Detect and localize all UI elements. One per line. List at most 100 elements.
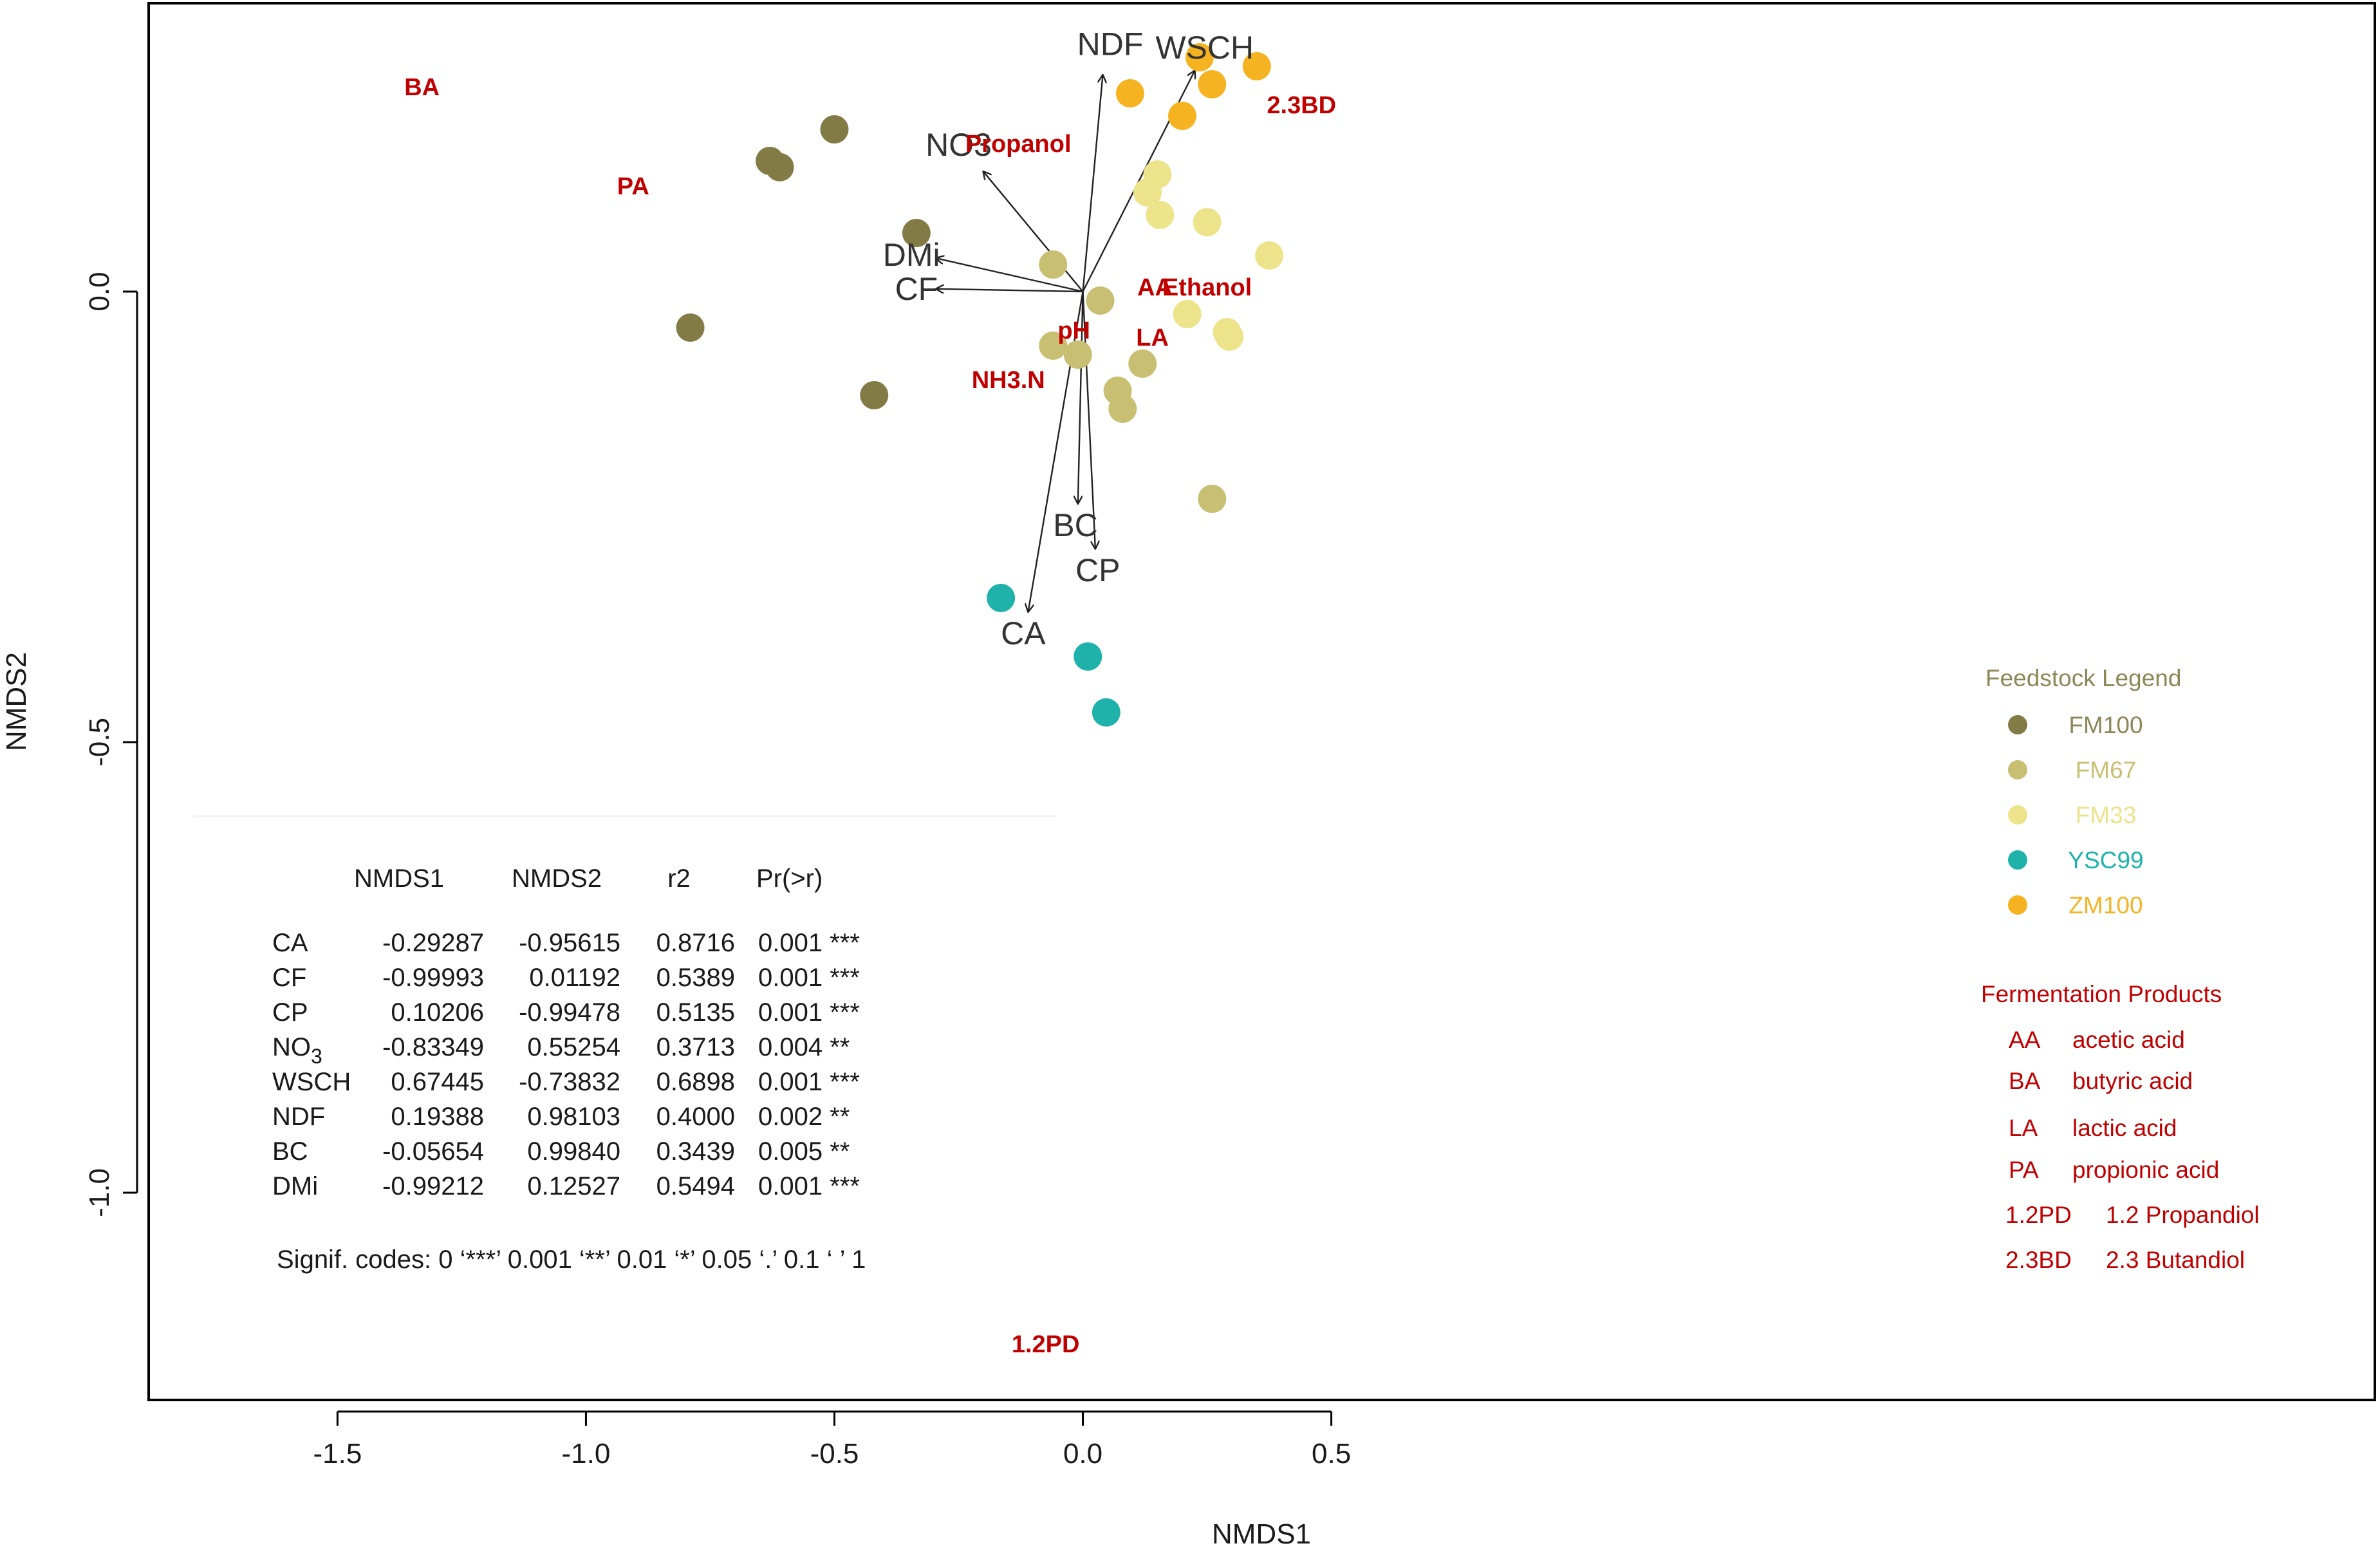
- legend-swatch-fm33: [2008, 805, 2027, 825]
- table-cell-nmds2: 0.01192: [529, 964, 620, 992]
- table-cell-r2: 0.5135: [656, 998, 735, 1027]
- legend-label-fm67: FM67: [2076, 757, 2137, 783]
- product-label-1-2pd: 1.2PD: [1012, 1331, 1080, 1358]
- point-fm33: [1193, 208, 1222, 237]
- fermentation-legend-title: Fermentation Products: [1981, 981, 2222, 1007]
- legend-swatch-fm67: [2008, 760, 2027, 779]
- point-fm100: [765, 153, 794, 182]
- table-cell-p: 0.004 **: [758, 1033, 850, 1061]
- x-tick-label: 0.0: [1063, 1438, 1102, 1469]
- vector-label-wsch: WSCH: [1155, 30, 1254, 66]
- point-fm33: [1215, 322, 1244, 351]
- point-fm100: [902, 219, 931, 247]
- point-fm100: [820, 115, 849, 144]
- table-cell-nmds1: -0.99212: [382, 1172, 484, 1200]
- point-ysc99: [1092, 698, 1120, 727]
- table-cell-r2: 0.4000: [656, 1103, 735, 1131]
- vector-label-ca: CA: [1001, 615, 1046, 651]
- point-fm67: [1086, 286, 1115, 315]
- table-cell-p: 0.001 ***: [758, 1172, 860, 1200]
- legend-label-fm100: FM100: [2069, 712, 2143, 738]
- fermentation-name: butyric acid: [2072, 1068, 2193, 1094]
- vector-arrow-bc: [1078, 291, 1084, 503]
- table-row-label: DMi: [272, 1172, 318, 1200]
- stats-table: NMDS1 NMDS2 r2 Pr(>r) CA -0.29287 -0.95615 0.87…: [272, 864, 866, 1274]
- vector-label-dmi: DMi: [883, 237, 940, 273]
- table-row-label: NDF: [272, 1103, 325, 1131]
- table-cell-p: 0.001 ***: [758, 964, 860, 992]
- product-label-nh3-n: NH3.N: [972, 367, 1045, 394]
- fermentation-abbr: AA: [2009, 1027, 2041, 1053]
- vector-arrow-cf: [936, 289, 1083, 292]
- x-axis: -1.5 -1.0 -0.5 0.0 0.5: [313, 1410, 1351, 1469]
- table-cell-nmds2: 0.12527: [527, 1172, 620, 1200]
- table-row-label: CF: [272, 964, 306, 992]
- table-cell-nmds2: 0.98103: [527, 1103, 620, 1131]
- fermentation-abbr: 1.2PD: [2005, 1202, 2072, 1228]
- table-cell-nmds1: 0.10206: [391, 998, 484, 1027]
- y-tick-label: 0.0: [84, 272, 115, 311]
- product-label-propanol: Propanol: [965, 131, 1072, 158]
- table-cell-nmds2: -0.99478: [519, 998, 620, 1027]
- legend-label-zm100: ZM100: [2069, 892, 2143, 919]
- x-axis-label: NMDS1: [1212, 1518, 1311, 1548]
- table-header: NMDS2: [512, 864, 602, 893]
- point-fm100: [860, 381, 889, 409]
- point-ysc99: [1074, 642, 1102, 671]
- product-label-ph: pH: [1057, 317, 1090, 344]
- point-zm100: [1115, 79, 1144, 107]
- table-row-label: BC: [272, 1137, 308, 1166]
- point-fm67: [1108, 395, 1137, 423]
- legend-label-ysc99: YSC99: [2068, 847, 2143, 873]
- table-cell-nmds1: -0.05654: [382, 1137, 484, 1166]
- table-cell-p: 0.001 ***: [758, 998, 860, 1027]
- product-label-ba: BA: [404, 74, 440, 101]
- point-fm67: [1063, 340, 1092, 369]
- fermentation-name: propionic acid: [2072, 1157, 2219, 1183]
- vector-label-no3: NO3: [925, 127, 992, 163]
- table-cell-r2: 0.6898: [656, 1068, 735, 1096]
- vector-label-bc: BC: [1053, 507, 1097, 543]
- table-cell-nmds1: -0.99993: [382, 964, 484, 992]
- product-label-2-3bd: 2.3BD: [1267, 92, 1336, 119]
- product-label-ethanol: Ethanol: [1162, 274, 1252, 301]
- table-row-label: WSCH: [272, 1068, 351, 1096]
- x-tick-label: -1.0: [562, 1438, 611, 1469]
- legend-swatch-zm100: [2008, 895, 2027, 915]
- fermentation-name: acetic acid: [2072, 1027, 2185, 1053]
- fermentation-abbr: 2.3BD: [2005, 1247, 2072, 1273]
- fermentation-abbr: PA: [2009, 1157, 2039, 1183]
- point-zm100: [1185, 43, 1214, 71]
- vector-arrow-ndf: [1082, 75, 1103, 292]
- fermentation-abbr: BA: [2009, 1068, 2041, 1094]
- point-fm67: [1128, 350, 1157, 378]
- vector-arrow-no3: [983, 172, 1084, 292]
- y-axis: 0.0 -0.5 -1.0: [84, 272, 138, 1217]
- vector-label-cp: CP: [1075, 552, 1120, 588]
- y-tick-label: -1.0: [84, 1168, 115, 1217]
- product-label-pa: PA: [617, 173, 649, 200]
- product-label-aa: AA: [1137, 274, 1173, 301]
- fermentation-legend: Fermentation Products AA acetic acid BA buty…: [1981, 981, 2260, 1273]
- y-tick-label: -0.5: [84, 718, 115, 767]
- y-axis-label: NMDS2: [1, 652, 32, 751]
- legend-swatch-ysc99: [2008, 850, 2027, 870]
- point-fm33: [1173, 300, 1202, 328]
- data-points: [676, 43, 1284, 727]
- point-zm100: [1198, 70, 1227, 98]
- table-header: r2: [667, 864, 691, 893]
- table-row-label: NO3: [272, 1033, 322, 1068]
- legend-label-fm33: FM33: [2076, 802, 2137, 828]
- table-cell-r2: 0.8716: [656, 929, 735, 957]
- table-cell-nmds1: 0.19388: [391, 1103, 484, 1131]
- x-tick-label: -1.5: [313, 1438, 362, 1469]
- vector-label-cf: CF: [895, 271, 938, 307]
- feedstock-legend: Feedstock Legend FM100 FM67 FM33 YSC99 ZM100: [1985, 665, 2181, 919]
- table-cell-nmds1: 0.67445: [391, 1068, 484, 1096]
- plot-frame: [147, 2, 2376, 1401]
- table-cell-p: 0.001 ***: [758, 1068, 860, 1096]
- signif-codes: Signif. codes: 0 ‘***’ 0.001 ‘**’ 0.01 ‘…: [277, 1245, 866, 1274]
- fermentation-abbr: LA: [2009, 1115, 2038, 1141]
